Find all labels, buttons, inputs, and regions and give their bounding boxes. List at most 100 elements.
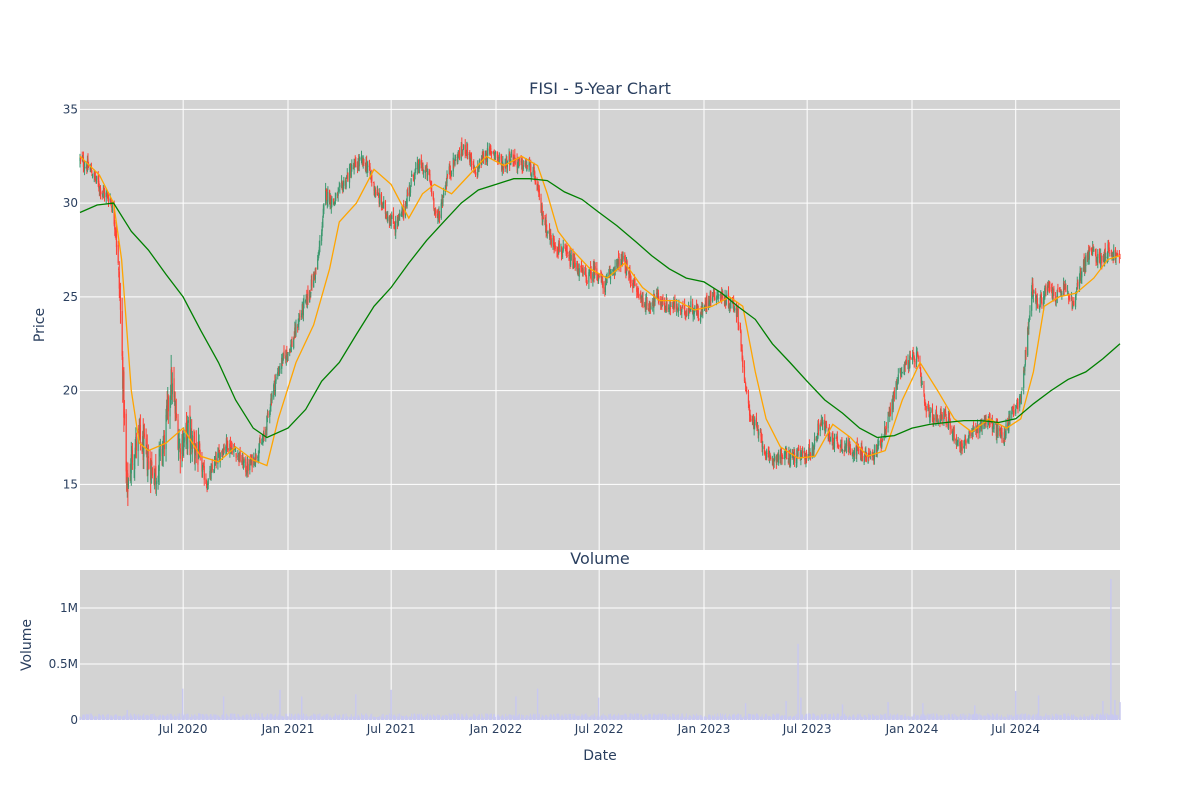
candle-body	[257, 456, 259, 460]
candle-body	[703, 305, 706, 308]
volume-bar	[422, 716, 424, 720]
candle-body	[873, 450, 875, 460]
volume-bar	[505, 713, 507, 720]
candlestick	[1028, 315, 1030, 323]
candle-body	[509, 156, 511, 165]
volume-bar	[431, 717, 433, 720]
volume-bar	[122, 716, 124, 720]
candlestick	[552, 233, 554, 250]
volume-bar	[501, 715, 503, 720]
candle-body	[576, 265, 579, 273]
candle-body	[446, 175, 448, 184]
volume-bar	[775, 714, 777, 720]
volume-bar	[644, 714, 646, 720]
candle-body	[614, 265, 616, 275]
candlestick	[993, 421, 995, 433]
candle-body	[1048, 281, 1050, 289]
candle-body	[1004, 432, 1006, 437]
volume-bar	[849, 716, 851, 720]
candle-body	[293, 337, 295, 339]
candlestick	[973, 426, 975, 432]
candlestick	[634, 278, 636, 287]
volume-bar	[437, 714, 439, 720]
volume-bar	[901, 715, 903, 720]
volume-bar	[900, 715, 902, 720]
volume-bar	[231, 717, 233, 720]
volume-bar	[493, 714, 495, 720]
candlestick	[155, 453, 157, 494]
volume-bar	[326, 716, 328, 720]
candlestick	[909, 350, 911, 369]
candle-body	[750, 415, 752, 422]
volume-bar	[807, 713, 809, 720]
candlestick	[960, 441, 962, 456]
candle-body	[173, 378, 175, 398]
volume-bar	[813, 714, 815, 720]
volume-bar	[852, 714, 854, 720]
candle-body	[845, 440, 848, 449]
candle-body	[97, 176, 99, 183]
volume-bar	[174, 714, 176, 720]
volume-bar	[314, 714, 316, 720]
candle-body	[175, 407, 177, 410]
candle-body	[569, 252, 571, 267]
candle-body	[384, 200, 387, 214]
candle-body	[740, 331, 742, 346]
volume-bar	[677, 717, 679, 720]
volume-bar	[440, 717, 442, 720]
candlestick	[538, 185, 540, 201]
candlestick	[376, 185, 379, 196]
volume-bar	[193, 715, 195, 720]
candle-body	[848, 442, 850, 450]
volume-bar	[789, 715, 791, 720]
candle-body	[580, 264, 583, 269]
candle-body	[991, 420, 993, 430]
candle-body	[449, 171, 452, 173]
candlestick	[574, 257, 576, 271]
volume-bar	[888, 716, 890, 720]
volume-bar	[522, 717, 524, 720]
volume-bar	[189, 716, 191, 720]
candlestick	[323, 203, 325, 215]
candle-body	[207, 478, 209, 485]
candlestick	[768, 446, 770, 462]
volume-bar	[221, 714, 223, 720]
candle-body	[1093, 249, 1095, 252]
volume-bar	[500, 716, 502, 720]
candlestick	[738, 321, 740, 331]
candle-body	[326, 189, 328, 202]
volume-bar	[293, 715, 295, 720]
volume-bar	[600, 716, 602, 720]
candle-body	[713, 289, 715, 299]
volume-bar	[640, 714, 642, 720]
volume-bar	[307, 716, 309, 720]
candle-body	[458, 151, 460, 156]
candle-body	[514, 154, 516, 161]
candle-body	[760, 429, 762, 437]
candlestick	[183, 432, 185, 448]
volume-bar	[366, 716, 368, 720]
candlestick	[1032, 294, 1034, 303]
volume-bar	[657, 714, 659, 720]
volume-bar	[467, 716, 469, 720]
candlestick	[355, 157, 357, 168]
candle-body	[342, 185, 344, 192]
candlestick	[1019, 394, 1021, 412]
volume-bar	[584, 713, 586, 720]
candlestick	[821, 417, 823, 427]
volume-bar	[454, 717, 456, 720]
candlestick	[1100, 248, 1102, 270]
volume-bar	[502, 716, 504, 720]
candlestick	[335, 192, 337, 201]
volume-bar	[830, 714, 832, 720]
candlestick	[1020, 390, 1023, 405]
candlestick	[321, 229, 323, 246]
candlestick	[440, 199, 442, 220]
volume-bar	[753, 714, 755, 720]
candle-body	[397, 218, 399, 225]
candlestick	[586, 275, 588, 286]
volume-bar	[808, 713, 810, 720]
volume-bar	[202, 714, 204, 720]
candlestick	[927, 400, 930, 409]
volume-bar	[309, 716, 311, 720]
